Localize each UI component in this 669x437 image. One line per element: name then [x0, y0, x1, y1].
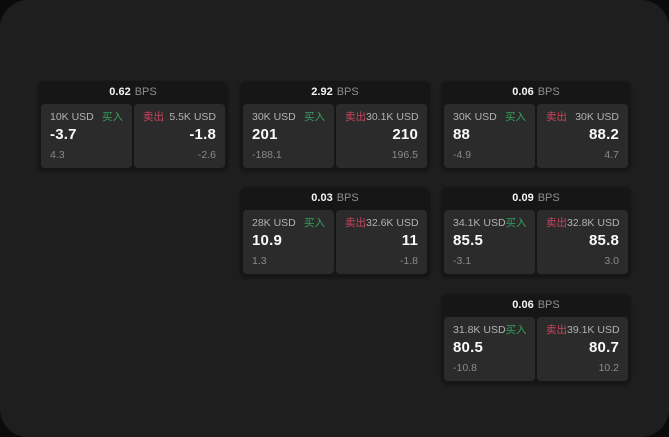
sell-quote-panel[interactable]: 卖出 5.5K USD -1.8 -2.6: [134, 104, 225, 168]
quote-card: 0.03 BPS 28K USD 买入 10.9 1.3 卖出 32.6K US…: [240, 187, 430, 277]
sell-price: 88.2: [589, 126, 619, 143]
buy-price: 201: [252, 126, 278, 143]
sell-sub-value: 196.5: [391, 149, 418, 161]
buy-sub-value: -10.8: [453, 362, 477, 374]
bps-header: 2.92 BPS: [243, 81, 427, 104]
sell-price: 210: [392, 126, 418, 143]
sell-amount: 32.6K USD: [366, 217, 419, 229]
buy-quote-panel[interactable]: 10K USD 买入 -3.7 4.3: [41, 104, 132, 168]
buy-quote-panel[interactable]: 31.8K USD 买入 80.5 -10.8: [444, 317, 535, 381]
buy-label: 买入: [304, 111, 325, 123]
sell-label: 卖出: [546, 111, 567, 123]
bps-value: 0.03: [311, 192, 333, 204]
buy-price: 85.5: [453, 232, 483, 249]
sell-price: 85.8: [589, 232, 619, 249]
quote-panels: 30K USD 买入 88 -4.9 卖出 30K USD 88.2 4.7: [444, 104, 628, 168]
buy-amount: 31.8K USD: [453, 324, 506, 336]
buy-label: 买入: [102, 111, 123, 123]
sell-quote-panel[interactable]: 卖出 32.8K USD 85.8 3.0: [537, 210, 628, 274]
buy-label: 买入: [505, 111, 526, 123]
buy-amount: 10K USD: [50, 111, 94, 123]
buy-sub-value: -3.1: [453, 255, 472, 267]
sell-label: 卖出: [546, 324, 567, 336]
quote-card: 2.92 BPS 30K USD 买入 201 -188.1 卖出 30.1K …: [240, 81, 430, 171]
bps-unit-label: BPS: [336, 192, 359, 204]
bps-unit-label: BPS: [134, 86, 157, 98]
sell-sub-value: 4.7: [604, 149, 619, 161]
sell-sub-value: -1.8: [399, 255, 418, 267]
buy-quote-panel[interactable]: 34.1K USD 买入 85.5 -3.1: [444, 210, 535, 274]
bps-header: 0.06 BPS: [444, 294, 628, 317]
sell-price: 80.7: [589, 339, 619, 356]
quote-card: 0.09 BPS 34.1K USD 买入 85.5 -3.1 卖出 32.8K…: [441, 187, 631, 277]
sell-sub-value: -2.6: [197, 149, 216, 161]
quote-panels: 31.8K USD 买入 80.5 -10.8 卖出 39.1K USD 80.…: [444, 317, 628, 381]
sell-quote-panel[interactable]: 卖出 32.6K USD 11 -1.8: [336, 210, 427, 274]
buy-label: 买入: [505, 324, 527, 336]
sell-price: -1.8: [189, 126, 216, 143]
sell-quote-panel[interactable]: 卖出 30.1K USD 210 196.5: [336, 104, 427, 168]
bps-unit-label: BPS: [537, 299, 560, 311]
quote-card: 0.06 BPS 31.8K USD 买入 80.5 -10.8 卖出 39.1…: [441, 294, 631, 384]
bps-value: 0.62: [109, 86, 131, 98]
buy-label: 买入: [505, 217, 527, 229]
buy-price: -3.7: [50, 126, 77, 143]
sell-sub-value: 3.0: [604, 255, 619, 267]
quote-panels: 28K USD 买入 10.9 1.3 卖出 32.6K USD 11 -1.8: [243, 210, 427, 274]
buy-price: 88: [453, 126, 471, 143]
buy-price: 80.5: [453, 339, 483, 356]
quote-panels: 34.1K USD 买入 85.5 -3.1 卖出 32.8K USD 85.8…: [444, 210, 628, 274]
sell-label: 卖出: [345, 111, 366, 123]
buy-quote-panel[interactable]: 30K USD 买入 201 -188.1: [243, 104, 334, 168]
sell-amount: 30.1K USD: [366, 111, 419, 123]
quote-card: 0.06 BPS 30K USD 买入 88 -4.9 卖出 30K USD 8…: [441, 81, 631, 171]
buy-sub-value: 1.3: [252, 255, 267, 267]
sell-amount: 32.8K USD: [567, 217, 620, 229]
bps-value: 0.09: [512, 192, 534, 204]
sell-label: 卖出: [345, 217, 366, 229]
bps-unit-label: BPS: [537, 86, 560, 98]
bps-header: 0.09 BPS: [444, 187, 628, 210]
sell-price: 11: [401, 232, 418, 249]
buy-quote-panel[interactable]: 28K USD 买入 10.9 1.3: [243, 210, 334, 274]
quote-card: 0.62 BPS 10K USD 买入 -3.7 4.3 卖出 5.5K USD…: [38, 81, 228, 171]
bps-unit-label: BPS: [336, 86, 359, 98]
sell-quote-panel[interactable]: 卖出 39.1K USD 80.7 10.2: [537, 317, 628, 381]
buy-amount: 28K USD: [252, 217, 296, 229]
sell-amount: 39.1K USD: [567, 324, 620, 336]
sell-label: 卖出: [143, 111, 164, 123]
buy-sub-value: -188.1: [252, 149, 282, 161]
bps-header: 0.06 BPS: [444, 81, 628, 104]
sell-amount: 30K USD: [575, 111, 619, 123]
sell-quote-panel[interactable]: 卖出 30K USD 88.2 4.7: [537, 104, 628, 168]
sell-sub-value: 10.2: [598, 362, 619, 374]
buy-label: 买入: [304, 217, 325, 229]
bps-value: 0.06: [512, 299, 534, 311]
quote-panels: 10K USD 买入 -3.7 4.3 卖出 5.5K USD -1.8 -2.…: [41, 104, 225, 168]
quote-panels: 30K USD 买入 201 -188.1 卖出 30.1K USD 210 1…: [243, 104, 427, 168]
sell-amount: 5.5K USD: [169, 111, 216, 123]
buy-quote-panel[interactable]: 30K USD 买入 88 -4.9: [444, 104, 535, 168]
buy-sub-value: -4.9: [453, 149, 472, 161]
buy-amount: 30K USD: [453, 111, 497, 123]
bps-header: 0.62 BPS: [41, 81, 225, 104]
buy-sub-value: 4.3: [50, 149, 65, 161]
bps-value: 2.92: [311, 86, 333, 98]
bps-unit-label: BPS: [537, 192, 560, 204]
bps-value: 0.06: [512, 86, 534, 98]
bps-header: 0.03 BPS: [243, 187, 427, 210]
buy-price: 10.9: [252, 232, 282, 249]
buy-amount: 34.1K USD: [453, 217, 506, 229]
buy-amount: 30K USD: [252, 111, 296, 123]
sell-label: 卖出: [546, 217, 567, 229]
